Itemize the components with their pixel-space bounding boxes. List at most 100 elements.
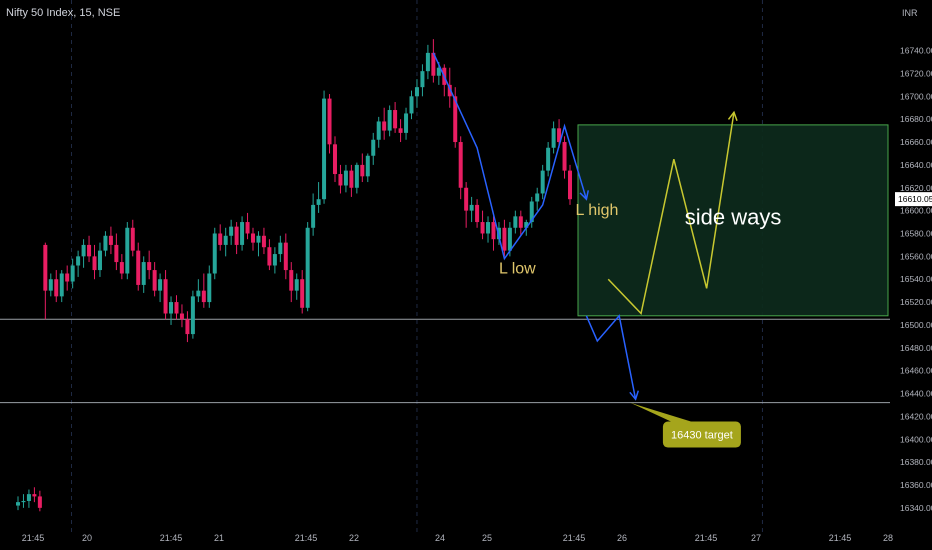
candle-body: [311, 204, 316, 228]
candle-body: [546, 147, 551, 171]
candle-body: [223, 235, 228, 245]
candle-body: [234, 226, 239, 245]
x-tick-label: 28: [883, 533, 893, 543]
candle-body: [535, 193, 540, 202]
candle-body: [529, 201, 534, 223]
candle-body: [393, 110, 398, 129]
candle-body: [174, 302, 179, 314]
x-tick-label: 20: [82, 533, 92, 543]
breakdown-arrow-head: [629, 390, 640, 401]
candle-body: [81, 244, 86, 257]
candle-body: [92, 256, 97, 271]
candle-body: [16, 502, 20, 506]
candle-body: [360, 164, 365, 177]
y-tick-label: 16380.00: [900, 457, 932, 467]
candle-body: [305, 227, 310, 308]
y-tick-label: 16500.00: [900, 320, 932, 330]
candle-body: [486, 222, 491, 234]
candle-body: [294, 279, 299, 291]
candle-body: [212, 233, 217, 274]
x-tick-label: 21:45: [829, 533, 852, 543]
candle-body: [59, 273, 64, 297]
sideways-box[interactable]: [577, 124, 889, 317]
candle-body: [562, 142, 567, 171]
x-tick-label: 21:45: [695, 533, 718, 543]
candle-body: [316, 199, 321, 205]
candle-body: [469, 204, 474, 211]
candle-body: [436, 67, 441, 76]
candle-body: [245, 222, 250, 234]
candle-body: [557, 128, 562, 143]
candle-body: [136, 250, 141, 285]
candle-body: [103, 235, 108, 251]
support-lines: [0, 318, 890, 404]
y-tick-label: 16340.00: [900, 503, 932, 513]
y-tick-label: 16700.00: [900, 91, 932, 101]
y-tick-label: 16640.00: [900, 160, 932, 170]
x-tick-label: 21: [214, 533, 224, 543]
candle-body: [327, 98, 332, 145]
candle-body: [130, 227, 135, 251]
y-tick-label: 16440.00: [900, 389, 932, 399]
x-tick-label: 21:45: [160, 533, 183, 543]
candle-body: [256, 235, 261, 243]
callout-pointer: [630, 402, 691, 422]
last-price-label: 16610.05: [898, 194, 932, 204]
candle-body: [119, 262, 124, 274]
bear-zigzag-path[interactable]: [432, 52, 588, 261]
candle-body: [207, 273, 212, 303]
candle-body: [371, 139, 376, 156]
candles: [16, 39, 572, 512]
candle-body: [551, 128, 556, 148]
candle-body: [169, 302, 174, 314]
x-tick-label: 21:45: [563, 533, 586, 543]
callout-text: 16430 target: [671, 430, 733, 442]
candle-body: [185, 319, 190, 335]
callout-box[interactable]: [662, 421, 741, 448]
candle-body: [21, 500, 26, 503]
y-tick-label: 16520.00: [900, 297, 932, 307]
candle-body: [218, 233, 223, 245]
y-tick-label: 16540.00: [900, 274, 932, 284]
candle-body: [338, 174, 343, 186]
candle-body: [458, 142, 463, 188]
candle-body: [76, 256, 81, 266]
candle-body: [48, 279, 53, 291]
candle-body: [464, 187, 469, 211]
candle-body: [261, 235, 266, 248]
x-tick-label: 27: [751, 533, 761, 543]
x-tick-label: 25: [482, 533, 492, 543]
y-tick-label: 16560.00: [900, 251, 932, 261]
last-price-tag: [895, 192, 932, 207]
candle-body: [354, 164, 359, 188]
y-tick-label: 16400.00: [900, 434, 932, 444]
candle-body: [190, 296, 195, 335]
candle-body: [240, 222, 245, 245]
candle-body: [267, 247, 272, 266]
x-tick-label: 21:45: [295, 533, 318, 543]
candle-body: [37, 496, 42, 508]
y-tick-label: 16420.00: [900, 411, 932, 421]
candle-body: [87, 244, 92, 257]
y-tick-label: 16740.00: [900, 46, 932, 56]
bull-zigzag-path[interactable]: [607, 112, 735, 316]
x-tick-label: 24: [435, 533, 445, 543]
y-tick-label: 16580.00: [900, 228, 932, 238]
label-l_low: L low: [499, 261, 536, 278]
candle-body: [229, 226, 234, 236]
candle-body: [125, 227, 130, 274]
candle-body: [425, 52, 430, 72]
drawing-paths: [432, 52, 738, 401]
x-tick-label: 21:45: [22, 533, 45, 543]
candle-body: [201, 290, 206, 303]
candle-body: [278, 242, 283, 255]
candle-body: [382, 121, 387, 131]
candle-body: [283, 242, 288, 271]
candle-body: [108, 235, 113, 245]
candle-body: [179, 313, 184, 320]
candle-body: [163, 279, 168, 314]
candle-body: [343, 170, 348, 186]
candle-body: [414, 87, 419, 97]
breakdown-path[interactable]: [585, 314, 637, 400]
